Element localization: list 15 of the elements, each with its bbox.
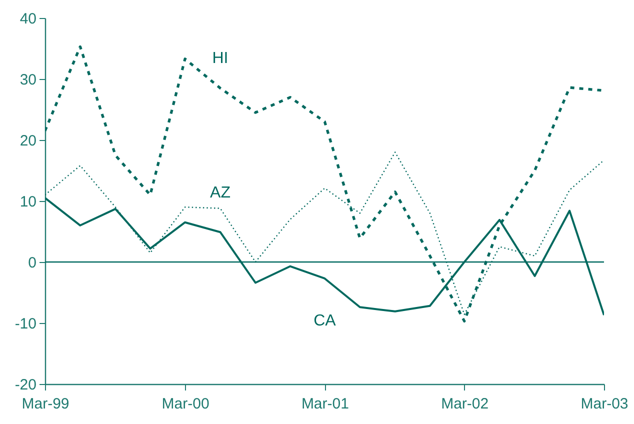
y-tick-label: 10 <box>20 194 36 210</box>
y-tick-label: 40 <box>20 10 36 28</box>
y-tick-label: -20 <box>14 376 36 394</box>
y-tick-label: 30 <box>20 72 36 88</box>
x-tick-label: Mar-99 <box>22 396 70 412</box>
x-tick-label: Mar-00 <box>162 396 210 412</box>
y-tick-label: 0 <box>28 254 36 272</box>
x-tick-label: Mar-02 <box>441 396 489 412</box>
y-tick-label: 20 <box>20 132 36 150</box>
series-label: AZ <box>210 184 231 202</box>
y-tick-label: -10 <box>14 316 36 332</box>
x-tick-label: Mar-01 <box>301 396 349 412</box>
x-tick-label: Mar-03 <box>580 396 628 412</box>
series-label: HI <box>212 50 228 68</box>
series-label: CA <box>314 312 336 330</box>
